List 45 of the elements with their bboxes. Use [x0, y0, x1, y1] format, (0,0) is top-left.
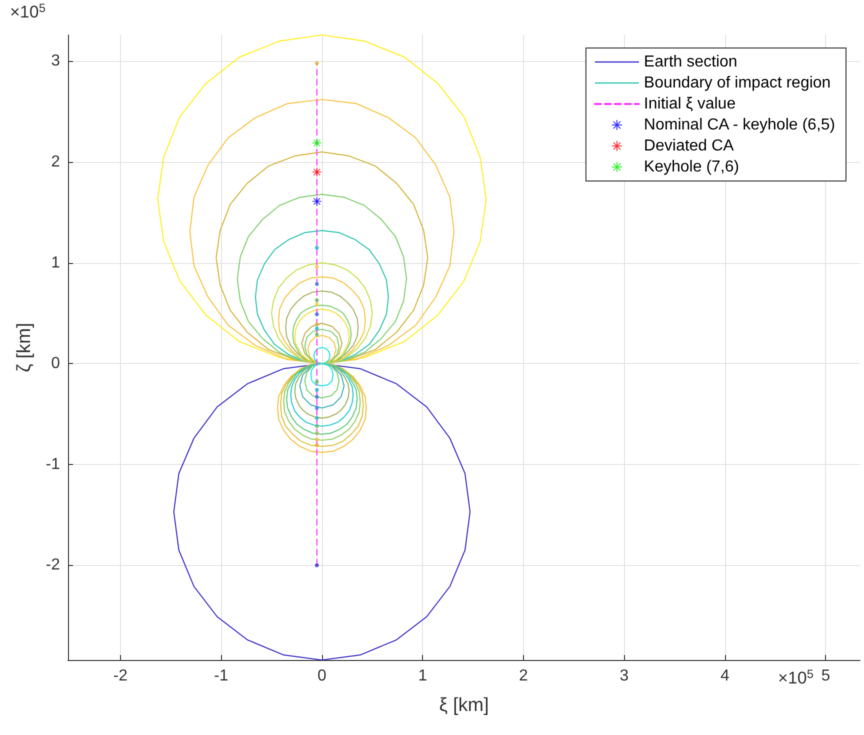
point — [314, 416, 319, 420]
x-tick-label: 3 — [620, 668, 629, 684]
point — [312, 168, 322, 177]
legend-label: Keyhole (7,6) — [644, 158, 740, 176]
x-tick-label: -1 — [214, 668, 228, 684]
point — [314, 443, 319, 448]
point — [314, 326, 319, 330]
y-axis-title: ζ [km] — [14, 322, 35, 372]
point — [314, 322, 319, 326]
point — [314, 264, 319, 269]
point — [314, 437, 319, 442]
point — [314, 298, 319, 302]
x-tick-label: -2 — [113, 668, 128, 684]
x-tick-label: 4 — [720, 668, 730, 684]
point — [314, 563, 319, 568]
point — [314, 431, 319, 436]
point — [314, 312, 319, 316]
point — [312, 196, 322, 206]
legend-label: Boundary of impact region — [644, 74, 831, 92]
point — [314, 246, 319, 250]
y-tick-label: 2 — [51, 154, 60, 171]
point — [314, 282, 319, 286]
point — [314, 394, 319, 399]
legend-label: Earth section — [644, 54, 738, 70]
point — [314, 380, 319, 384]
legend-label: Nominal CA - keyhole (6,5) — [644, 116, 836, 134]
x-tick-label: 1 — [418, 668, 428, 684]
x-axis-title: ξ [km] — [439, 695, 489, 716]
point — [314, 424, 319, 428]
point — [314, 406, 319, 410]
point — [314, 61, 319, 66]
y-tick-label: 0 — [51, 355, 60, 372]
y-tick-label: -2 — [46, 556, 60, 574]
y-tick-label: -1 — [46, 456, 60, 473]
point — [314, 388, 319, 392]
y-tick-label: 1 — [51, 254, 60, 272]
legend-label: Deviated CA — [644, 138, 734, 154]
point — [314, 332, 319, 336]
point — [314, 302, 319, 306]
x-tick-label: 2 — [518, 668, 528, 684]
legend-label: Initial ξ value — [644, 96, 736, 112]
y-tick-label: 3 — [51, 52, 60, 70]
x-tick-label: 5 — [821, 668, 830, 684]
point — [312, 138, 322, 148]
x-tick-label: 0 — [317, 668, 326, 684]
